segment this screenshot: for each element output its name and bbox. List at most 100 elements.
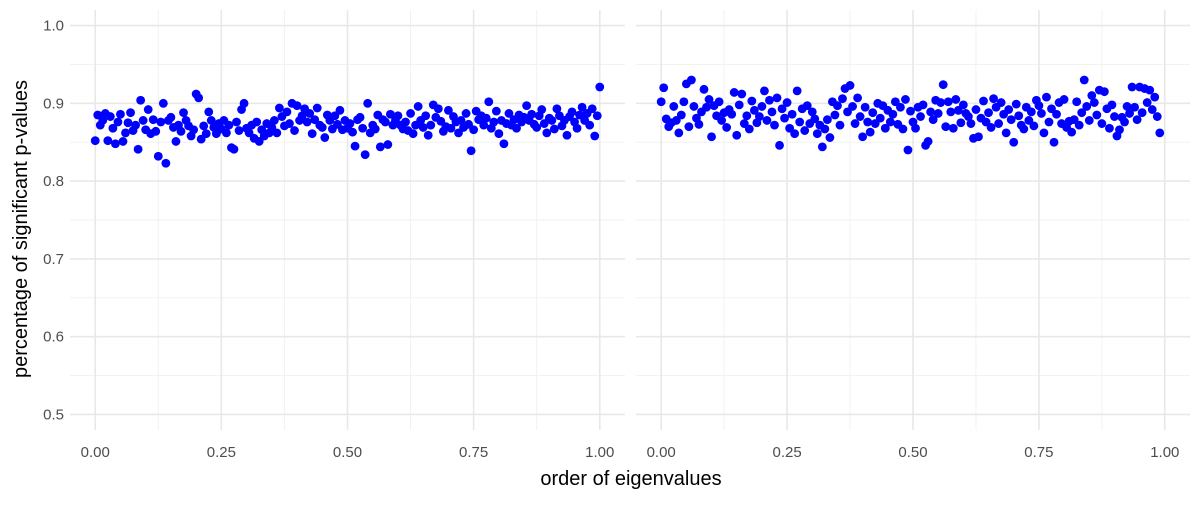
data-point [689,102,699,111]
data-point [512,123,521,133]
data-point [979,96,988,106]
data-point [936,98,946,107]
data-point [656,97,666,107]
data-point [1132,115,1142,125]
data-point [1125,109,1134,118]
data-point [158,98,168,108]
data-point [923,137,933,146]
data-point [777,104,787,114]
data-point [795,117,805,127]
x-tick-label: 0.75 [459,444,488,461]
data-point [817,142,827,152]
data-point [702,102,711,112]
data-point [522,101,532,111]
data-point [138,116,148,125]
data-point [418,123,428,132]
data-point [765,95,774,105]
data-point [118,137,128,146]
data-point [406,109,415,118]
data-point [717,116,727,125]
data-point [845,81,855,90]
data-point [380,117,390,127]
data-point [484,97,494,107]
data-point [800,126,810,135]
data-point [1092,110,1102,120]
data-point [943,97,953,107]
y-tick-label: 0.7 [43,251,64,268]
data-point [481,113,491,123]
data-point [802,101,812,111]
data-point [113,117,123,127]
data-point [1029,121,1039,131]
data-point [222,128,231,138]
data-point [865,127,875,137]
data-point [984,108,993,118]
data-point [302,117,312,127]
data-point [290,126,299,135]
data-point [1072,97,1082,107]
data-point [1011,99,1021,109]
y-tick-label: 1.0 [43,18,64,35]
data-point [863,117,873,127]
data-point [123,118,133,128]
data-point [433,104,443,114]
data-point [385,109,395,119]
data-point [143,105,153,114]
data-point [732,130,742,140]
data-point [171,137,181,146]
data-point [1147,105,1157,114]
data-point [1067,127,1077,137]
data-point [370,124,380,134]
x-tick-label: 0.00 [647,444,676,461]
data-point [1120,117,1129,127]
data-point [1107,100,1117,110]
data-point [903,145,913,155]
data-point [760,86,769,96]
data-point [461,109,471,118]
data-point [585,120,595,130]
data-point [305,109,315,118]
data-point [111,139,120,149]
data-point [833,101,842,111]
data-point [423,130,433,140]
data-point [1079,75,1089,85]
data-point [896,102,905,112]
data-point [853,93,862,103]
data-point [126,108,135,118]
x-axis-title: order of eigenvalues [540,468,721,490]
data-point [456,116,466,125]
data-point [855,112,865,121]
data-point [131,120,140,130]
data-point [714,97,724,107]
data-point [567,107,577,117]
data-point [898,124,908,134]
data-point [426,120,436,130]
data-point [737,89,747,99]
data-point [285,119,294,128]
data-point [986,123,996,132]
data-point [674,128,684,138]
y-tick-label: 0.5 [43,406,64,423]
data-point [838,94,847,104]
data-point [699,84,709,94]
data-point [179,108,188,118]
data-point [552,104,562,114]
data-point [782,98,792,107]
data-point [297,111,307,121]
data-point [269,116,279,125]
data-point [136,95,146,105]
data-point [875,113,885,123]
data-point [393,111,403,121]
data-point [1115,125,1124,135]
data-point [446,123,456,133]
x-tick-label: 1.00 [1150,444,1179,461]
data-point [727,109,737,119]
data-point [133,144,143,154]
data-point [1110,112,1119,121]
data-point [669,102,679,111]
data-point [148,115,158,125]
data-point [1039,128,1049,138]
data-point [928,115,938,125]
data-point [790,129,800,139]
